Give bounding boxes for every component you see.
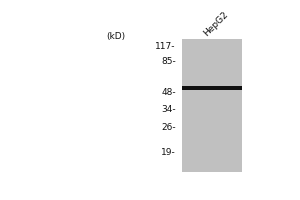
Text: (kD): (kD) xyxy=(107,32,126,41)
Bar xyxy=(182,86,242,90)
Text: HepG2: HepG2 xyxy=(202,10,230,38)
Text: 19-: 19- xyxy=(161,148,176,157)
Bar xyxy=(182,39,242,172)
Text: 26-: 26- xyxy=(161,123,176,132)
Text: 117-: 117- xyxy=(155,42,176,51)
Text: 48-: 48- xyxy=(161,88,176,97)
Text: 85-: 85- xyxy=(161,57,176,66)
Text: 34-: 34- xyxy=(161,105,176,114)
